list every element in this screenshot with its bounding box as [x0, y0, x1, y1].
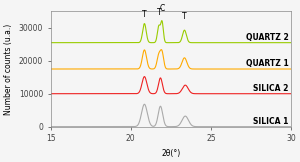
Text: C: C	[159, 4, 165, 13]
Text: QUARTZ 2: QUARTZ 2	[246, 33, 289, 42]
Text: SILICA 2: SILICA 2	[253, 84, 289, 93]
Text: T: T	[182, 12, 187, 21]
Text: SILICA 1: SILICA 1	[253, 117, 289, 126]
Text: T: T	[157, 8, 161, 17]
Text: QUARTZ 1: QUARTZ 1	[246, 59, 289, 68]
Text: T: T	[142, 10, 147, 19]
Y-axis label: Number of counts (u.a.): Number of counts (u.a.)	[4, 23, 13, 115]
X-axis label: 2θ(°): 2θ(°)	[161, 149, 181, 158]
